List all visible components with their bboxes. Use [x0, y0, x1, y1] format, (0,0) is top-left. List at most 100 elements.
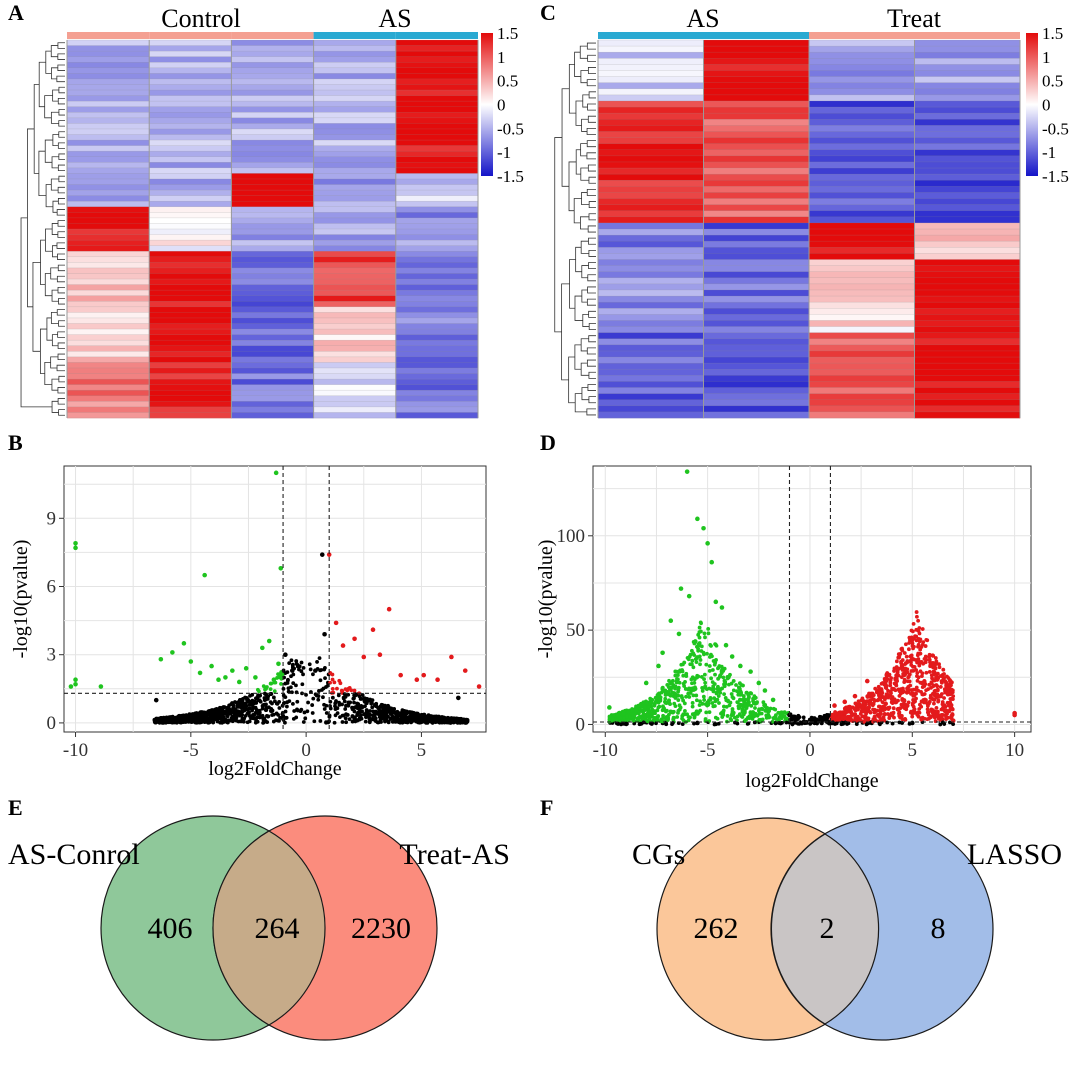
background-point — [944, 717, 948, 722]
heatmap-cell — [809, 326, 915, 333]
background-point — [709, 676, 713, 681]
heatmap-cell — [149, 134, 232, 141]
background-point — [260, 713, 265, 718]
background-point — [330, 687, 335, 691]
heatmap-cell — [149, 51, 232, 57]
background-point — [732, 715, 737, 720]
heatmap-cell — [703, 204, 810, 212]
background-point — [379, 717, 384, 721]
heatmap-cell — [231, 323, 314, 330]
heatmap-cell — [598, 58, 704, 65]
heatmap-c: AS Treat 1.510.50-0.5-1-1.5 — [554, 4, 1069, 419]
background-point — [693, 657, 698, 661]
heatmap-cell — [809, 100, 915, 108]
heatmap-cell — [67, 234, 150, 241]
background-point — [624, 722, 629, 727]
heatmap-cell — [703, 149, 810, 157]
point-up — [875, 688, 880, 693]
background-point — [912, 657, 916, 662]
background-point — [403, 718, 408, 723]
background-point — [878, 705, 883, 709]
background-point — [793, 719, 798, 724]
background-point — [891, 710, 896, 715]
heatmap-cell — [703, 161, 810, 169]
background-point — [782, 710, 787, 715]
heatmap-cell — [231, 395, 314, 402]
background-point — [269, 692, 274, 696]
background-point — [921, 661, 926, 666]
point-down — [695, 516, 700, 522]
heatmap-cell — [598, 265, 704, 272]
background-point — [271, 719, 276, 724]
background-point — [753, 695, 758, 700]
point-down — [678, 586, 684, 591]
heatmap-cell — [67, 367, 150, 374]
background-point — [652, 716, 657, 720]
heatmap-cell — [67, 412, 150, 419]
heatmap-cell — [313, 295, 397, 302]
background-point — [884, 678, 889, 683]
dendrogram-branch — [587, 384, 596, 391]
background-point — [919, 717, 924, 722]
point-down — [705, 541, 710, 546]
background-point — [317, 656, 322, 661]
heatmap-cell — [149, 279, 232, 285]
background-point — [378, 704, 383, 709]
background-point — [222, 705, 227, 710]
heatmap-c-group-label-as: AS — [686, 4, 719, 33]
heatmap-cell — [67, 184, 150, 191]
dendrogram-branch — [58, 409, 65, 416]
background-point — [310, 703, 315, 707]
group-bar-segment-4 — [914, 32, 1020, 39]
heatmap-cell — [395, 267, 479, 274]
heatmap-cell — [809, 369, 915, 376]
background-point — [692, 677, 697, 682]
heatmap-cell — [67, 217, 150, 224]
dendrogram-branch — [588, 262, 596, 270]
heatmap-cell — [67, 106, 150, 113]
background-point — [906, 674, 911, 679]
background-point — [731, 688, 736, 693]
dendrogram-branch — [56, 364, 65, 372]
legend-tick-label: -0.5 — [497, 119, 524, 138]
heatmap-cell — [231, 256, 314, 263]
heatmap-cell — [809, 125, 915, 132]
heatmap-cell — [914, 161, 1021, 169]
volcano-d-points — [593, 466, 1031, 732]
heatmap-cell — [149, 251, 232, 258]
background-point — [221, 715, 226, 720]
background-point — [721, 675, 726, 680]
heatmap-cell — [231, 312, 314, 319]
background-point — [179, 713, 184, 718]
heatmap-cell — [809, 277, 915, 285]
heatmap-cell — [809, 131, 915, 138]
x-tick-label: 0 — [301, 740, 311, 761]
background-point — [234, 715, 239, 720]
heatmap-cell — [809, 119, 915, 126]
heatmap-cell — [395, 173, 479, 180]
heatmap-cell — [914, 76, 1021, 83]
background-point — [899, 647, 904, 651]
background-point — [454, 718, 458, 722]
heatmap-cell — [914, 302, 1021, 309]
heatmap-c-dendrogram — [554, 42, 596, 416]
heatmap-cell — [313, 351, 397, 358]
background-point — [897, 694, 902, 698]
heatmap-cell — [395, 234, 479, 241]
heatmap-cell — [703, 399, 810, 407]
background-point — [848, 709, 853, 713]
heatmap-cell — [598, 289, 704, 297]
heatmap-cell — [313, 356, 397, 363]
dendrogram-branch — [38, 150, 47, 197]
heatmap-cell — [149, 306, 232, 313]
heatmap-cell — [703, 289, 810, 297]
dendrogram-branch — [57, 53, 65, 60]
heatmap-cell — [67, 323, 150, 330]
background-point — [699, 649, 704, 653]
background-point — [694, 709, 699, 714]
background-point — [703, 680, 708, 685]
heatmap-cell — [231, 128, 314, 135]
heatmap-cell — [231, 162, 314, 169]
background-point — [894, 659, 899, 664]
background-point — [763, 704, 768, 709]
